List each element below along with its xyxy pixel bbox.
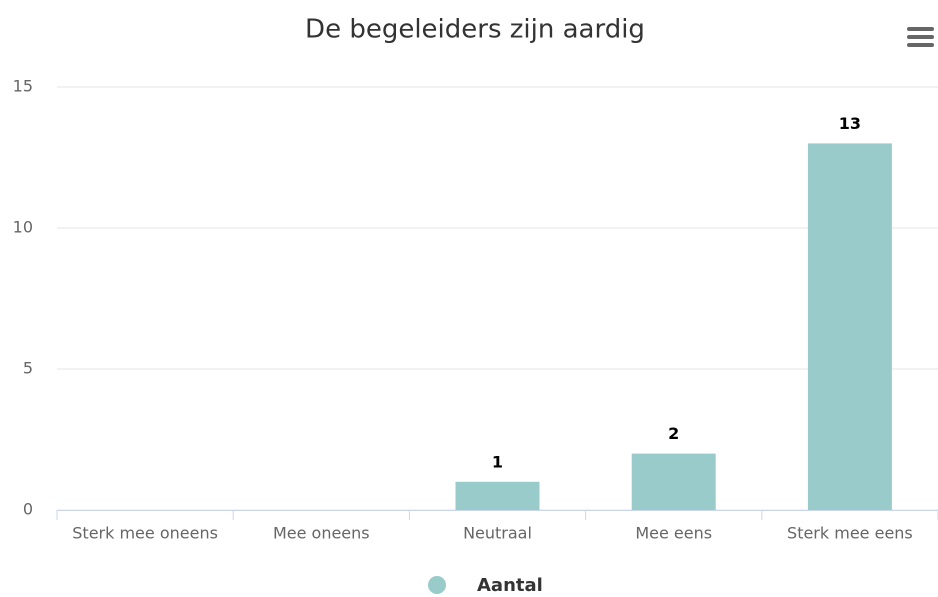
x-tick-label: Sterk mee oneens	[72, 524, 218, 543]
x-tick-label: Sterk mee eens	[787, 524, 913, 543]
legend-label: Aantal	[477, 575, 543, 596]
bar	[807, 143, 892, 510]
data-label: 2	[668, 424, 679, 443]
y-tick-label: 15	[13, 77, 33, 96]
x-tick-label: Neutraal	[463, 524, 532, 543]
menu-button[interactable]	[907, 27, 934, 47]
menu-bar	[907, 43, 934, 47]
chart-title: De begeleiders zijn aardig	[305, 15, 645, 45]
legend-marker	[428, 576, 446, 594]
data-label: 1	[492, 452, 503, 471]
x-tick-label: Mee eens	[635, 524, 712, 543]
y-tick-label: 10	[13, 218, 33, 237]
y-tick-label: 5	[23, 359, 33, 378]
bar	[631, 453, 716, 510]
menu-bar	[907, 35, 934, 39]
menu-bar	[907, 27, 934, 31]
y-tick-label: 0	[23, 500, 33, 519]
data-label: 13	[839, 114, 861, 133]
bar	[455, 481, 540, 510]
x-tick-label: Mee oneens	[273, 524, 370, 543]
